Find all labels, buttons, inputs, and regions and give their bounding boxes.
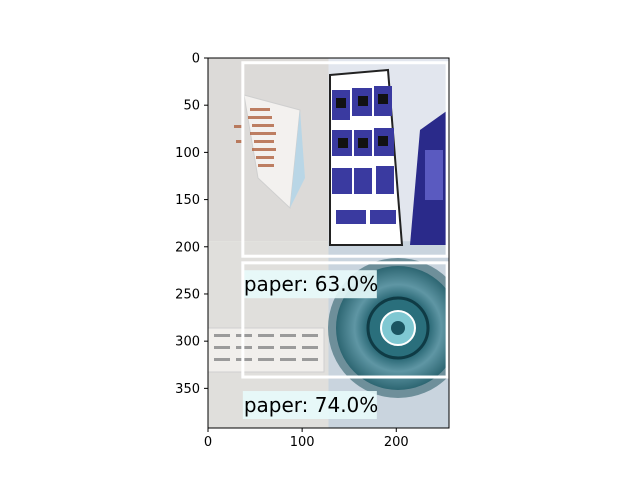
x-axis: 0 100 200 bbox=[204, 428, 409, 450]
detection-label-bg bbox=[242, 270, 377, 299]
detection-boxes: paper: 63.0% paper: 74.0% bbox=[241, 61, 449, 420]
y-tick-label: 0 bbox=[192, 52, 200, 67]
detection-label: paper: 63.0% bbox=[244, 272, 378, 296]
detection-label: paper: 74.0% bbox=[244, 393, 378, 417]
plot-area: paper: 63.0% paper: 74.0% bbox=[208, 58, 449, 428]
catalog-magazine bbox=[329, 68, 448, 246]
paper-tent-card bbox=[234, 94, 305, 210]
y-tick-label: 300 bbox=[175, 335, 200, 350]
y-tick-label: 250 bbox=[175, 287, 200, 302]
detection-box bbox=[241, 261, 449, 379]
paper-strip bbox=[208, 327, 325, 373]
y-tick-label: 150 bbox=[175, 193, 200, 208]
y-tick-label: 50 bbox=[183, 99, 200, 114]
y-tick-label: 100 bbox=[175, 146, 200, 161]
x-tick-label: 0 bbox=[204, 435, 212, 450]
axes-frame bbox=[207, 57, 450, 429]
detection-box bbox=[241, 61, 449, 258]
x-tick-label: 100 bbox=[290, 435, 315, 450]
detection-label-bg bbox=[242, 391, 377, 420]
x-tick-label: 200 bbox=[384, 435, 409, 450]
y-axis: 0 50 100 150 200 250 300 350 bbox=[175, 52, 208, 397]
y-tick-label: 350 bbox=[175, 382, 200, 397]
y-tick-label: 200 bbox=[175, 240, 200, 255]
